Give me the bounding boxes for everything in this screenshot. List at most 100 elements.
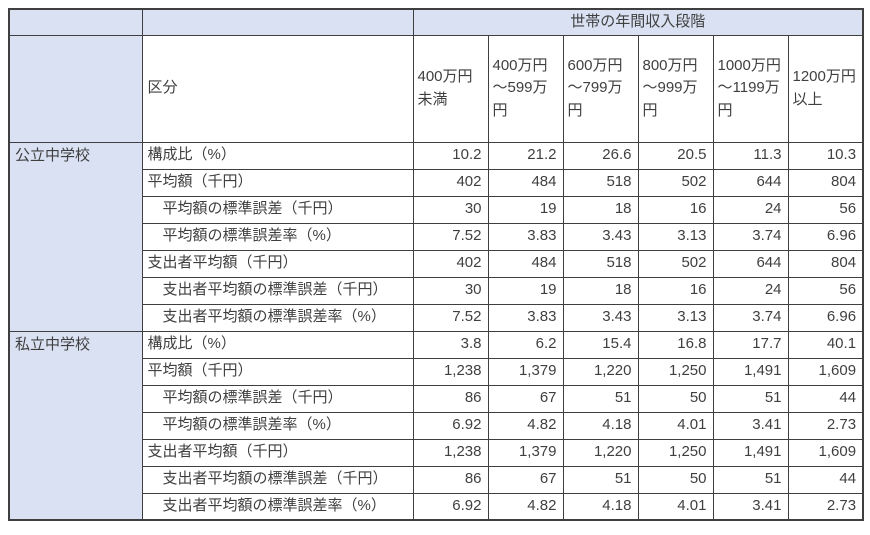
value-cell: 4.01 xyxy=(637,492,714,521)
table-row: 平均額（千円） 402 484 518 502 644 804 xyxy=(9,168,864,197)
row-label: 平均額（千円） xyxy=(141,357,414,386)
value-cell: 1,379 xyxy=(487,357,564,386)
row-label: 平均額の標準誤差（千円） xyxy=(141,195,414,224)
value-cell: 50 xyxy=(637,465,714,494)
row-label: 平均額の標準誤差率（%） xyxy=(141,222,414,251)
value-cell: 4.82 xyxy=(487,492,564,521)
table-row: 平均額の標準誤差（千円） 86 67 51 50 51 44 xyxy=(9,384,864,413)
table-row: 平均額の標準誤差率（%） 6.92 4.82 4.18 4.01 3.41 2.73 xyxy=(9,411,864,440)
value-cell: 11.3 xyxy=(712,141,789,170)
column-header-bracket-3: 800万円～999万円 xyxy=(637,34,714,143)
value-cell: 1,220 xyxy=(562,357,639,386)
column-header-bracket-0: 400万円未満 xyxy=(412,34,489,143)
value-cell: 518 xyxy=(562,168,639,197)
value-cell: 16.8 xyxy=(637,330,714,359)
row-label: 支出者平均額の標準誤差（千円） xyxy=(141,276,414,305)
column-header-bracket-1: 400万円～599万円 xyxy=(487,34,564,143)
value-cell: 1,491 xyxy=(712,438,789,467)
corner-cell-left-2 xyxy=(8,34,143,143)
table-row: 支出者平均額の標準誤差（千円） 30 19 18 16 24 56 xyxy=(9,276,864,305)
table-body: 公立中学校 構成比（%） 10.2 21.2 26.6 20.5 11.3 10.3 平均額（千… xyxy=(8,141,864,521)
section-header: 私立中学校 xyxy=(8,330,143,521)
value-cell: 19 xyxy=(487,195,564,224)
value-cell: 24 xyxy=(712,195,789,224)
value-cell: 18 xyxy=(562,195,639,224)
value-cell: 50 xyxy=(637,384,714,413)
column-header-bracket-2: 600万円～799万円 xyxy=(562,34,639,143)
value-cell: 2.73 xyxy=(787,411,864,440)
value-cell: 3.43 xyxy=(562,303,639,332)
value-cell: 21.2 xyxy=(487,141,564,170)
value-cell: 40.1 xyxy=(787,330,864,359)
income-group-header: 世帯の年間収入段階 xyxy=(412,8,864,36)
value-cell: 1,250 xyxy=(637,438,714,467)
value-cell: 1,250 xyxy=(637,357,714,386)
value-cell: 502 xyxy=(637,249,714,278)
row-label: 構成比（%） xyxy=(141,330,414,359)
value-cell: 804 xyxy=(787,168,864,197)
row-label: 支出者平均額（千円） xyxy=(141,249,414,278)
table-row: 支出者平均額の標準誤差（千円） 86 67 51 50 51 44 xyxy=(9,465,864,494)
row-label: 支出者平均額の標準誤差率（%） xyxy=(141,492,414,521)
value-cell: 1,238 xyxy=(412,438,489,467)
row-label: 平均額の標準誤差率（%） xyxy=(141,411,414,440)
value-cell: 4.01 xyxy=(637,411,714,440)
table-row: 支出者平均額の標準誤差率（%） 7.52 3.83 3.43 3.13 3.74 6.96 xyxy=(9,303,864,332)
value-cell: 4.18 xyxy=(562,492,639,521)
table-row: 私立中学校 構成比（%） 3.8 6.2 15.4 16.8 17.7 40.1 xyxy=(8,330,864,521)
value-cell: 1,609 xyxy=(787,357,864,386)
value-cell: 3.43 xyxy=(562,222,639,251)
section-header: 公立中学校 xyxy=(8,141,143,332)
table-header-row-brackets: 区分 400万円未満 400万円～599万円 600万円～799万円 800万円… xyxy=(8,34,864,143)
value-cell: 1,609 xyxy=(787,438,864,467)
value-cell: 44 xyxy=(787,465,864,494)
value-cell: 16 xyxy=(637,195,714,224)
value-cell: 1,238 xyxy=(412,357,489,386)
value-cell: 4.18 xyxy=(562,411,639,440)
value-cell: 484 xyxy=(487,168,564,197)
value-cell: 3.13 xyxy=(637,303,714,332)
row-label: 平均額（千円） xyxy=(141,168,414,197)
value-cell: 67 xyxy=(487,465,564,494)
value-cell: 18 xyxy=(562,276,639,305)
value-cell: 804 xyxy=(787,249,864,278)
value-cell: 30 xyxy=(412,195,489,224)
table-row: 公立中学校 構成比（%） 10.2 21.2 26.6 20.5 11.3 10.3 xyxy=(8,141,864,332)
table-header-row-top: 世帯の年間収入段階 xyxy=(8,8,864,36)
value-cell: 67 xyxy=(487,384,564,413)
value-cell: 502 xyxy=(637,168,714,197)
value-cell: 30 xyxy=(412,276,489,305)
table-row: 支出者平均額の標準誤差率（%） 6.92 4.82 4.18 4.01 3.41 2.73 xyxy=(9,492,864,521)
value-cell: 44 xyxy=(787,384,864,413)
kubun-header: 区分 xyxy=(141,34,414,143)
value-cell: 24 xyxy=(712,276,789,305)
table-row: 支出者平均額（千円） 402 484 518 502 644 804 xyxy=(9,249,864,278)
row-label: 支出者平均額の標準誤差率（%） xyxy=(141,303,414,332)
corner-cell-kubun xyxy=(141,8,414,36)
value-cell: 4.82 xyxy=(487,411,564,440)
value-cell: 1,379 xyxy=(487,438,564,467)
value-cell: 484 xyxy=(487,249,564,278)
value-cell: 6.2 xyxy=(487,330,564,359)
value-cell: 3.13 xyxy=(637,222,714,251)
value-cell: 15.4 xyxy=(562,330,639,359)
value-cell: 2.73 xyxy=(787,492,864,521)
value-cell: 86 xyxy=(412,465,489,494)
corner-cell-left xyxy=(8,8,143,36)
column-header-bracket-4: 1000万円～1199万円 xyxy=(712,34,789,143)
value-cell: 3.74 xyxy=(712,222,789,251)
table-row: 平均額の標準誤差（千円） 30 19 18 16 24 56 xyxy=(9,195,864,224)
value-cell: 17.7 xyxy=(712,330,789,359)
row-label: 支出者平均額の標準誤差（千円） xyxy=(141,465,414,494)
table-row: 平均額の標準誤差率（%） 7.52 3.83 3.43 3.13 3.74 6.96 xyxy=(9,222,864,251)
value-cell: 56 xyxy=(787,276,864,305)
value-cell: 6.92 xyxy=(412,492,489,521)
value-cell: 16 xyxy=(637,276,714,305)
value-cell: 1,220 xyxy=(562,438,639,467)
value-cell: 644 xyxy=(712,249,789,278)
value-cell: 26.6 xyxy=(562,141,639,170)
value-cell: 51 xyxy=(712,384,789,413)
value-cell: 7.52 xyxy=(412,303,489,332)
household-income-expense-table: 世帯の年間収入段階 区分 400万円未満 400万円～599万円 600万円～7… xyxy=(8,8,865,521)
value-cell: 86 xyxy=(412,384,489,413)
